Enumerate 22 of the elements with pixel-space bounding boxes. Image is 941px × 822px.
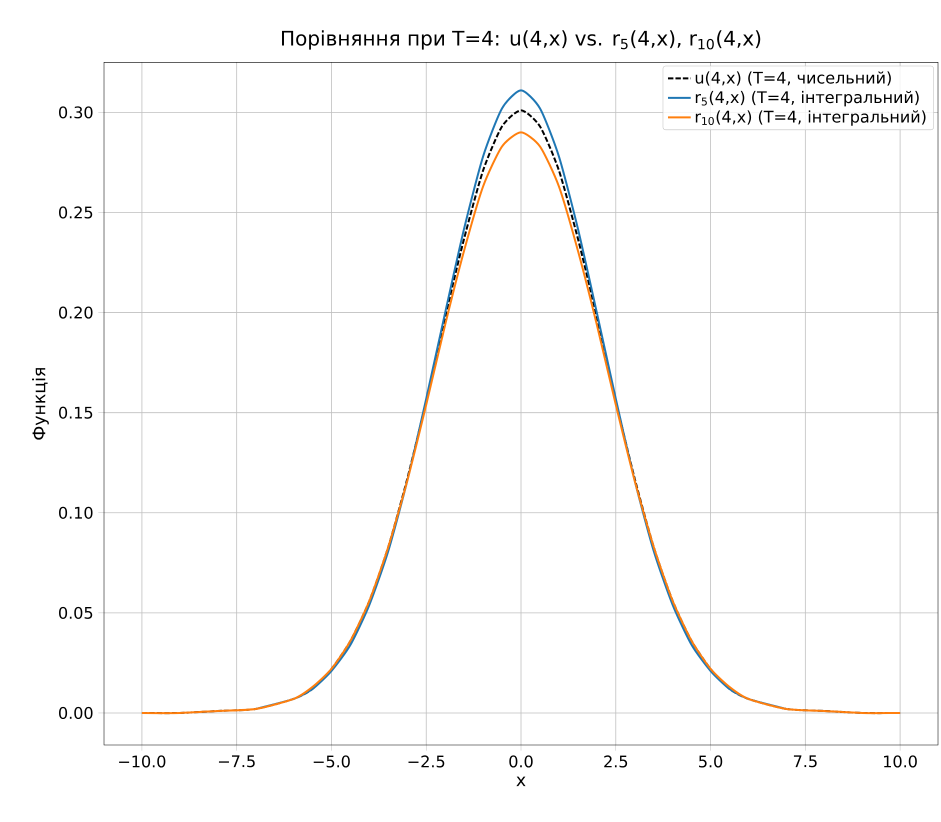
legend-label: r$_{10}$(4,x) (T=4, інтегральний) <box>696 110 926 126</box>
x-tick-label: 10.0 <box>884 755 917 768</box>
y-tick-label: 0.05 <box>59 606 92 619</box>
x-tick-label: 2.5 <box>604 755 628 768</box>
y-axis-title: Функція <box>32 368 49 440</box>
x-tick-label: 5.0 <box>699 755 722 768</box>
x-axis-title: x <box>516 776 526 786</box>
x-tick-label: −5.0 <box>314 755 350 768</box>
y-tick-label: 0.20 <box>59 306 93 319</box>
y-tick-label: 0.30 <box>59 106 93 118</box>
x-tick-label: −10.0 <box>119 755 166 768</box>
x-tick-label: −2.5 <box>408 755 444 768</box>
legend-label: r$_{5}$(4,x) (T=4, інтегральний) <box>696 90 919 106</box>
y-tick-label: 0.00 <box>59 706 93 720</box>
chart-title: Порівняння при T=4: u(4,x) vs. r$_{5}$(4,x), r$_{10}$(4,x) <box>282 30 760 50</box>
x-tick-label: 7.5 <box>794 755 817 768</box>
y-tick-label: 0.10 <box>59 506 93 519</box>
x-tick-label: −7.5 <box>218 755 255 768</box>
y-tick-label: 0.25 <box>59 206 92 219</box>
legend-label: u(4,x) (T=4, чисельний) <box>696 71 891 86</box>
x-tick-label: 0.0 <box>509 755 533 768</box>
y-tick-label: 0.15 <box>59 406 92 419</box>
